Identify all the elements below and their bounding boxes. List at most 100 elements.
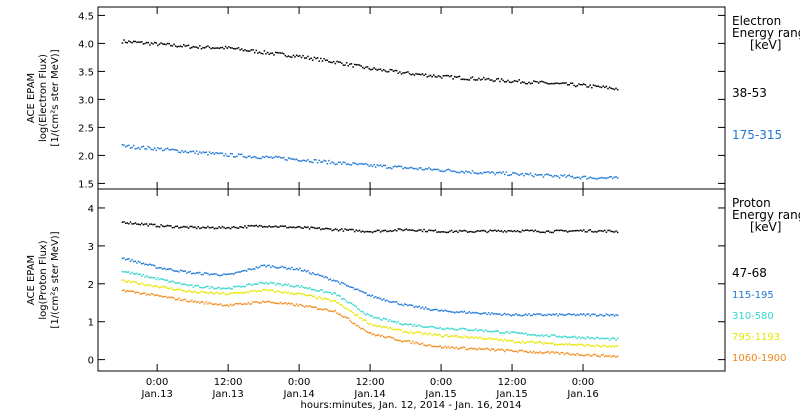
data-point [502,171,504,173]
data-point [302,293,304,295]
data-point [186,284,188,286]
data-point [508,349,511,352]
data-point [576,352,579,355]
data-point [247,301,249,304]
data-point [368,294,370,296]
data-point [581,176,583,178]
data-point [616,345,619,347]
data-point [434,308,437,311]
data-point [471,76,474,78]
data-point [150,42,153,44]
data-point [374,166,377,168]
data-point [594,353,596,356]
y-axis-label: [1/(cm²s ster MeV)] [50,49,61,146]
data-point [576,229,579,232]
data-point [547,350,550,353]
data-point [610,230,612,233]
data-point [347,229,350,231]
data-point [249,290,251,292]
data-point [218,152,220,155]
data-point [312,288,314,291]
data-point [300,285,303,287]
data-point [521,340,524,342]
data-point [386,71,388,73]
data-point [363,291,366,294]
data-point [458,336,461,338]
data-point [516,341,519,343]
data-point [265,226,267,228]
data-point [439,75,441,78]
data-point [165,268,167,271]
data-point [381,319,383,321]
data-point [607,177,609,179]
data-point [203,227,206,229]
data-point [247,283,249,285]
data-point [271,301,274,304]
data-point [232,225,235,228]
data-point [278,52,280,54]
data-point [497,348,500,351]
data-point [344,298,346,301]
data-point [402,167,404,170]
data-point [457,171,459,174]
data-point [337,294,340,297]
data-point [513,172,516,174]
data-point [307,294,309,296]
data-point [595,355,598,357]
data-point [444,74,446,77]
data-point [462,230,464,232]
data-point [478,172,480,175]
data-point [392,337,395,340]
data-point [160,267,162,269]
data-point [334,309,337,312]
data-point [182,289,185,292]
data-point [389,229,391,232]
data-point [345,284,348,287]
data-point [286,284,288,286]
data-point [310,57,312,60]
data-point [302,227,304,229]
data-point [126,289,128,292]
data-point [336,294,338,297]
data-point [586,336,588,338]
data-point [568,230,571,233]
data-point [200,152,203,154]
data-point [228,293,230,295]
data-point [353,322,356,325]
data-point [337,161,340,164]
data-point [371,165,374,168]
data-point [524,332,527,334]
data-point [450,346,453,348]
data-point [282,284,285,286]
data-point [260,157,262,160]
data-point [505,80,508,83]
data-point [583,229,585,231]
data-point [276,156,279,158]
data-point [163,279,166,281]
data-point [449,75,451,78]
data-point [478,230,480,232]
data-point [232,156,235,158]
data-point [470,312,472,314]
data-point [318,296,320,298]
data-point [160,278,162,280]
data-point [492,338,495,341]
data-point [155,42,158,44]
data-point [494,173,496,176]
data-point [250,303,253,305]
data-point [612,87,614,90]
data-point [357,314,359,316]
data-point [486,337,488,340]
data-point [566,84,569,86]
data-point [186,44,188,47]
data-point [384,318,387,320]
data-point [508,313,511,316]
data-point [413,342,416,345]
data-point [463,229,466,232]
data-point [284,54,287,57]
data-point [347,163,350,165]
data-point [316,273,319,275]
data-point [376,317,379,319]
data-point [344,161,346,164]
data-point [305,287,308,289]
